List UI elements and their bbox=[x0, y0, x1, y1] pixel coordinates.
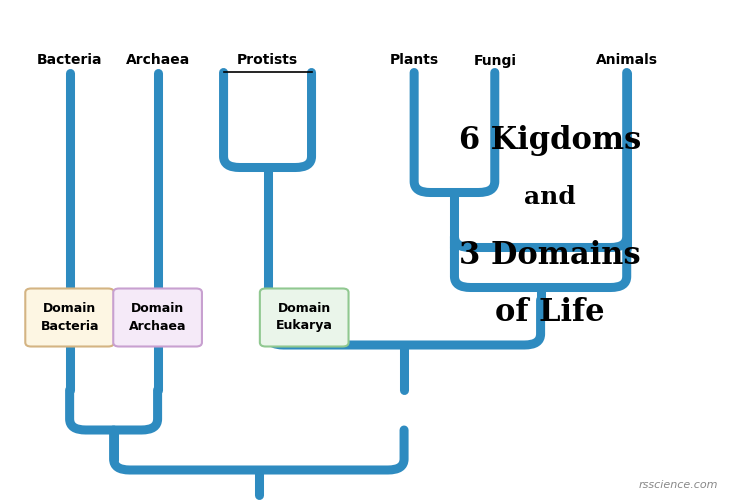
Text: of Life: of Life bbox=[495, 297, 605, 328]
Text: Archaea: Archaea bbox=[125, 54, 190, 68]
Text: Plants: Plants bbox=[389, 54, 439, 68]
FancyBboxPatch shape bbox=[113, 288, 202, 346]
Text: Domain
Archaea: Domain Archaea bbox=[129, 302, 186, 332]
FancyBboxPatch shape bbox=[259, 288, 349, 346]
Text: rsscience.com: rsscience.com bbox=[639, 480, 718, 490]
Text: Animals: Animals bbox=[596, 54, 658, 68]
Text: Protists: Protists bbox=[237, 54, 298, 68]
Text: and: and bbox=[524, 186, 575, 210]
Text: Domain
Bacteria: Domain Bacteria bbox=[40, 302, 99, 332]
Text: 6 Kigdoms: 6 Kigdoms bbox=[459, 124, 641, 156]
FancyBboxPatch shape bbox=[25, 288, 114, 346]
Text: 3 Domains: 3 Domains bbox=[459, 240, 641, 270]
Text: Fungi: Fungi bbox=[474, 54, 516, 68]
Text: Domain
Eukarya: Domain Eukarya bbox=[276, 302, 333, 332]
Text: Bacteria: Bacteria bbox=[37, 54, 103, 68]
